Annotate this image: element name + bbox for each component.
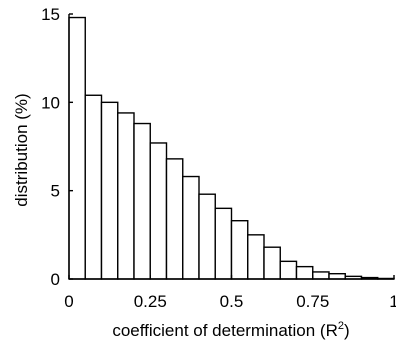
x-axis-ticks: 0 0.25 0.5 0.75 1 <box>64 275 396 311</box>
histogram-bar-6 <box>165 158 184 280</box>
histogram-bar-10 <box>230 219 249 280</box>
x-axis-title: coefficient of determination (R2) <box>112 320 349 340</box>
histogram-bar-12 <box>263 246 281 280</box>
x-tick-label: 0 <box>64 292 73 311</box>
histogram-bar-1 <box>84 94 103 280</box>
histogram-bar-16 <box>328 273 346 280</box>
histogram-bar-3 <box>117 112 135 280</box>
histogram-bar-11 <box>247 234 265 280</box>
histogram-bar-13 <box>279 260 298 280</box>
x-axis-title-superscript: 2 <box>338 320 344 332</box>
histogram-bar-0 <box>68 16 86 280</box>
histogram-bar-4 <box>133 122 151 280</box>
histogram-bar-15 <box>312 271 330 280</box>
histogram-bar-9 <box>214 207 233 280</box>
y-tick-label: 15 <box>41 5 60 24</box>
histogram-bar-2 <box>100 101 119 280</box>
y-tick-label: 5 <box>51 182 60 201</box>
histogram-bar-5 <box>149 142 168 280</box>
y-axis-ticks: 0 5 10 15 <box>41 5 73 289</box>
y-tick-label: 0 <box>51 270 60 289</box>
x-tick-label: 0.75 <box>296 292 329 311</box>
y-axis-title: distribution (%) <box>12 93 31 206</box>
histogram-bar-14 <box>295 265 314 280</box>
histogram-bars <box>68 16 395 280</box>
y-tick-label: 10 <box>41 93 60 112</box>
histogram-bar-8 <box>198 193 216 280</box>
x-tick-label: 1 <box>389 292 396 311</box>
x-tick-label: 0.25 <box>134 292 167 311</box>
histogram-bar-7 <box>182 175 200 280</box>
x-tick-label: 0.5 <box>220 292 244 311</box>
